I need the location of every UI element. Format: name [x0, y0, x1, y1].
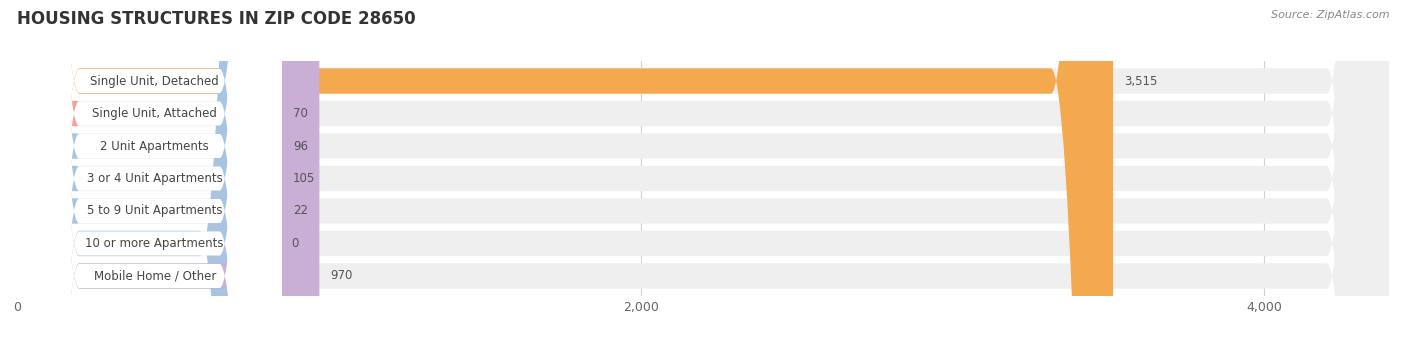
Text: 10 or more Apartments: 10 or more Apartments [86, 237, 224, 250]
Text: 5 to 9 Unit Apartments: 5 to 9 Unit Apartments [87, 204, 222, 218]
FancyBboxPatch shape [17, 0, 1114, 340]
FancyBboxPatch shape [17, 0, 283, 340]
FancyBboxPatch shape [17, 0, 319, 340]
FancyBboxPatch shape [17, 0, 1389, 340]
FancyBboxPatch shape [0, 0, 79, 340]
Text: Mobile Home / Other: Mobile Home / Other [94, 270, 217, 283]
FancyBboxPatch shape [17, 0, 1389, 340]
FancyBboxPatch shape [17, 0, 1389, 340]
Text: Single Unit, Detached: Single Unit, Detached [90, 74, 219, 87]
Text: 96: 96 [292, 139, 308, 153]
FancyBboxPatch shape [17, 0, 283, 340]
FancyBboxPatch shape [17, 0, 283, 340]
Text: Source: ZipAtlas.com: Source: ZipAtlas.com [1271, 10, 1389, 20]
FancyBboxPatch shape [17, 0, 1389, 340]
FancyBboxPatch shape [0, 0, 79, 340]
FancyBboxPatch shape [17, 0, 262, 340]
Text: 0: 0 [291, 237, 298, 250]
Text: 22: 22 [292, 204, 308, 218]
Text: 105: 105 [292, 172, 315, 185]
Text: 2 Unit Apartments: 2 Unit Apartments [100, 139, 209, 153]
Text: HOUSING STRUCTURES IN ZIP CODE 28650: HOUSING STRUCTURES IN ZIP CODE 28650 [17, 10, 416, 28]
FancyBboxPatch shape [17, 0, 283, 340]
FancyBboxPatch shape [0, 0, 79, 340]
FancyBboxPatch shape [17, 0, 283, 340]
Text: 970: 970 [330, 270, 353, 283]
FancyBboxPatch shape [17, 0, 1389, 340]
Text: 3 or 4 Unit Apartments: 3 or 4 Unit Apartments [87, 172, 222, 185]
FancyBboxPatch shape [0, 0, 79, 340]
Text: Single Unit, Attached: Single Unit, Attached [93, 107, 217, 120]
Text: 70: 70 [292, 107, 308, 120]
FancyBboxPatch shape [17, 0, 1389, 340]
FancyBboxPatch shape [17, 0, 1389, 340]
FancyBboxPatch shape [17, 0, 283, 340]
Text: 3,515: 3,515 [1123, 74, 1157, 87]
FancyBboxPatch shape [17, 0, 283, 340]
